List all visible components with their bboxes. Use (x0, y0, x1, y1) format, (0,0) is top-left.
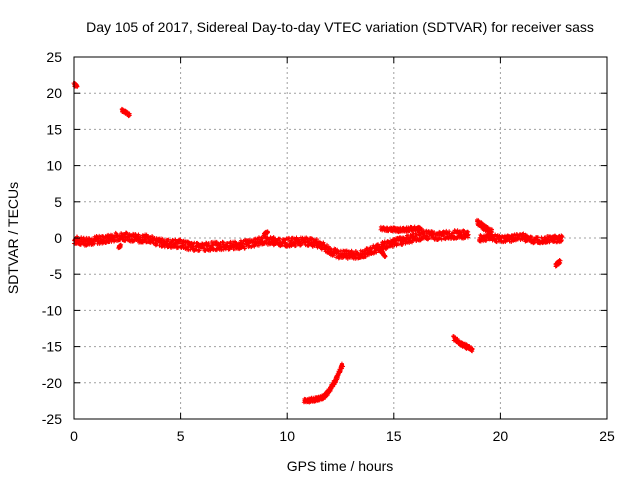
data-point (176, 246, 181, 251)
data-point (221, 240, 226, 245)
series-arc-mid-2 (451, 334, 475, 354)
data-point (441, 234, 446, 239)
data-point (494, 240, 499, 245)
y-axis-label: SDTVAR / TECUs (5, 182, 21, 294)
series-main-band-2 (477, 231, 565, 246)
data-point (489, 227, 494, 232)
x-tick-label: 25 (599, 428, 615, 444)
data-point (466, 233, 471, 238)
data-point (560, 235, 565, 240)
grid (74, 57, 607, 419)
series-arc-upper-left-2 (119, 106, 132, 119)
data-point (118, 242, 123, 247)
data-point (491, 236, 496, 241)
ticks: 0 5 10 15 20 25 -25 -20 -15 -10 -5 0 5 10 15 20 25 (42, 49, 615, 444)
data-point (175, 245, 180, 250)
data-point (166, 237, 171, 242)
data-point (305, 239, 310, 244)
data-point (340, 364, 345, 369)
series-arc-scatter-3 (376, 246, 388, 259)
data-point (242, 246, 247, 251)
x-tick-label: 15 (386, 428, 402, 444)
data-point (79, 235, 84, 240)
series-arc-low-1 (301, 361, 346, 405)
y-tick-label: -25 (42, 411, 62, 427)
x-tick-label: 10 (279, 428, 295, 444)
x-axis-label: GPS time / hours (287, 458, 394, 474)
data-point (439, 237, 444, 242)
data-point (335, 247, 340, 252)
data-point (197, 248, 202, 253)
data-point (478, 239, 483, 244)
y-tick-label: 15 (46, 121, 62, 137)
series-arc-scatter-2 (261, 229, 270, 238)
y-tick-label: 5 (54, 194, 62, 210)
data-point (432, 230, 437, 235)
series-arc-scatter-1 (116, 242, 124, 251)
data-point (150, 235, 155, 240)
y-tick-label: -20 (42, 375, 62, 391)
data-point (382, 254, 387, 259)
x-tick-label: 20 (493, 428, 509, 444)
data-point (74, 82, 79, 87)
data-point (256, 243, 261, 248)
x-tick-label: 0 (70, 428, 78, 444)
data-point (127, 113, 132, 118)
data-point (332, 253, 337, 258)
data-points (71, 80, 565, 405)
data-point (546, 237, 551, 242)
data-point (419, 226, 424, 231)
data-point (154, 242, 159, 247)
data-point (287, 236, 292, 241)
data-point (470, 349, 475, 354)
data-point (363, 254, 368, 259)
data-point (329, 247, 334, 252)
data-point (136, 232, 141, 237)
data-point (462, 228, 467, 233)
data-point (451, 231, 456, 236)
series-main-band-1 (71, 228, 471, 261)
data-point (298, 243, 303, 248)
series-arc-mid-3 (474, 217, 494, 237)
data-point (493, 232, 498, 237)
data-point (559, 238, 564, 243)
series-arc-upper-left-1 (71, 80, 80, 89)
data-point (466, 229, 471, 234)
x-tick-label: 5 (177, 428, 185, 444)
y-tick-label: 0 (54, 230, 62, 246)
data-point (211, 243, 216, 248)
chart-title: Day 105 of 2017, Sidereal Day-to-day VTE… (86, 19, 594, 35)
y-tick-label: 25 (46, 49, 62, 65)
y-tick-label: -10 (42, 302, 62, 318)
data-point (558, 258, 563, 263)
y-tick-label: 20 (46, 85, 62, 101)
data-point (310, 243, 315, 248)
y-tick-label: 10 (46, 158, 62, 174)
series-arc-mid-1 (378, 224, 424, 235)
data-point (374, 250, 379, 255)
y-tick-label: -15 (42, 339, 62, 355)
series-arc-right-1 (553, 257, 563, 269)
data-point (265, 229, 270, 234)
data-point (124, 231, 129, 236)
y-tick-label: -5 (50, 266, 63, 282)
data-point (314, 236, 319, 241)
data-point (293, 243, 298, 248)
